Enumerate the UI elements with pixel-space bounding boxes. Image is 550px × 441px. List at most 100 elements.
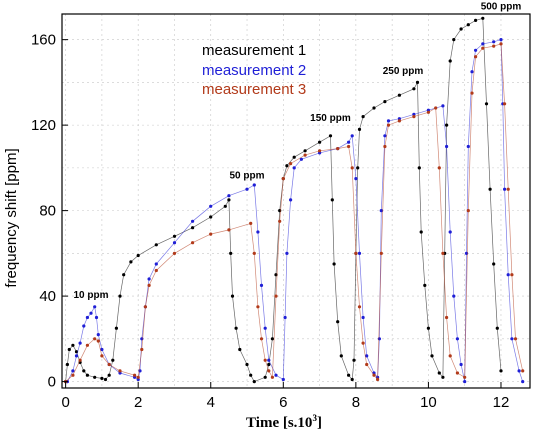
data-point	[85, 315, 89, 320]
data-point	[78, 341, 82, 345]
data-point	[357, 127, 362, 131]
data-point	[289, 162, 293, 166]
data-point	[227, 228, 231, 232]
data-point	[448, 354, 452, 358]
annotations: 10 ppm 50 ppm 150 ppm 250 ppm 500 ppm	[74, 2, 522, 302]
data-point	[354, 251, 358, 255]
data-point	[347, 140, 351, 144]
data-point	[466, 209, 470, 213]
data-point	[448, 59, 452, 63]
x-tick-label: 12	[493, 394, 510, 411]
data-point	[365, 362, 369, 367]
data-point	[492, 44, 496, 48]
data-point	[136, 377, 140, 382]
data-point	[330, 198, 334, 202]
data-point	[114, 326, 118, 330]
data-point	[118, 369, 122, 373]
data-point	[441, 251, 445, 255]
data-point	[263, 326, 267, 330]
y-tick-label: 80	[39, 203, 56, 220]
data-point	[140, 347, 144, 352]
data-point	[285, 164, 289, 168]
x-tick-label: 8	[352, 394, 360, 411]
data-point	[466, 144, 470, 149]
data-point	[495, 326, 499, 330]
data-point	[415, 80, 420, 84]
data-point	[71, 373, 75, 377]
data-point	[89, 311, 93, 315]
data-point	[463, 380, 467, 384]
data-point	[361, 341, 365, 345]
data-point	[209, 215, 213, 219]
data-point	[499, 38, 503, 42]
data-point	[426, 110, 430, 114]
data-point	[445, 144, 449, 149]
data-point	[365, 354, 369, 358]
data-point	[434, 106, 438, 110]
concentration-label: 50 ppm	[230, 171, 265, 182]
data-point	[397, 117, 401, 121]
data-point	[78, 358, 82, 362]
data-point	[513, 337, 518, 341]
x-tick-label: 2	[134, 394, 142, 411]
x-axis-title-main: Time [s.10	[246, 415, 312, 431]
data-point	[118, 294, 122, 298]
data-point	[292, 166, 296, 170]
data-point	[328, 134, 333, 138]
series-layer	[64, 16, 525, 384]
data-point	[143, 305, 147, 309]
data-point	[356, 166, 360, 170]
data-point	[386, 123, 391, 127]
data-point	[383, 100, 387, 104]
data-point	[484, 102, 489, 106]
y-tick-label: 40	[39, 288, 56, 305]
x-tick-label: 0	[61, 394, 69, 411]
data-point	[252, 183, 256, 187]
data-point	[100, 376, 104, 380]
data-point	[455, 371, 459, 375]
data-point	[318, 140, 322, 144]
legend-item-measurement-1: measurement 1	[202, 42, 306, 59]
data-point	[133, 373, 137, 377]
data-point	[452, 38, 456, 42]
data-point	[252, 380, 256, 384]
data-point	[336, 147, 340, 151]
data-point	[191, 226, 195, 230]
data-point	[289, 198, 293, 202]
data-point	[256, 230, 260, 234]
data-point	[154, 243, 158, 247]
data-point	[172, 234, 177, 238]
data-point	[245, 362, 249, 367]
data-point	[510, 273, 514, 277]
data-point	[361, 315, 365, 320]
data-point	[506, 273, 510, 277]
plot-frame	[61, 13, 531, 389]
data-point	[412, 112, 416, 116]
data-point	[470, 91, 474, 95]
data-point	[492, 262, 496, 266]
data-point	[372, 106, 376, 110]
data-point	[506, 187, 510, 191]
concentration-label: 10 ppm	[74, 290, 109, 301]
concentration-label: 150 ppm	[310, 113, 351, 124]
data-point	[386, 119, 391, 123]
data-point	[474, 55, 478, 59]
data-point	[417, 166, 421, 170]
data-point	[96, 339, 100, 343]
data-point	[481, 46, 485, 50]
data-point	[172, 251, 177, 255]
data-point	[100, 347, 104, 352]
data-point	[71, 369, 75, 373]
data-point	[347, 373, 351, 377]
data-point	[419, 230, 423, 234]
data-point	[96, 333, 100, 337]
series-line	[65, 17, 502, 383]
x-axis-title-end: ]	[317, 415, 322, 431]
y-axis-title: frequency shift [ppm]	[3, 148, 20, 287]
data-point	[263, 375, 267, 379]
x-tick-label: 4	[207, 394, 215, 411]
data-point	[82, 369, 86, 373]
data-point	[336, 320, 340, 324]
